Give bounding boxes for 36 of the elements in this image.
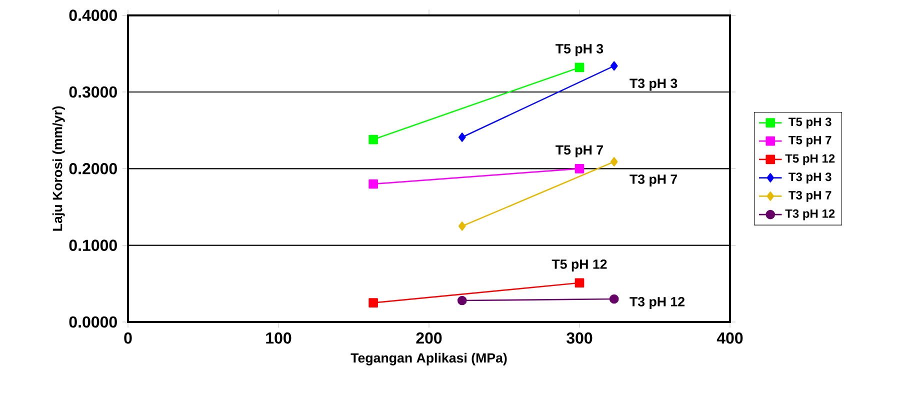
x-tick-label: 100 <box>266 332 292 344</box>
point <box>609 294 619 304</box>
text: T3 pH 12 <box>630 296 685 310</box>
point <box>368 134 378 144</box>
text: T5 pH 7 <box>556 145 603 158</box>
x-tick-label: 300 <box>566 332 592 344</box>
y-tick-label: 0.1000 <box>69 240 117 251</box>
point <box>610 157 618 166</box>
point <box>458 221 466 231</box>
y-tick-label: 0.2000 <box>69 163 117 174</box>
y-tick-label: 0.0000 <box>69 316 117 328</box>
point <box>574 278 584 288</box>
point <box>368 179 378 189</box>
point <box>368 298 378 308</box>
legend-label: T3 pH 3 <box>788 172 832 184</box>
x-tick-label: 0 <box>124 332 132 344</box>
text: T3 pH 7 <box>630 174 678 187</box>
text: T3 pH 3 <box>630 78 678 91</box>
point <box>458 132 466 142</box>
legend-label: T3 pH 12 <box>785 209 835 220</box>
point <box>574 164 584 174</box>
text: T5 pH 12 <box>552 259 607 272</box>
y-tick-label: 0.4000 <box>69 10 117 21</box>
x-axis-title: Tegangan Aplikasi (MPa) <box>350 352 507 366</box>
point <box>457 296 467 306</box>
point <box>574 62 584 72</box>
y-axis-title: Laju Korosi (mm/yr) <box>52 106 65 231</box>
y-tick-label: 0.3000 <box>69 86 117 98</box>
legend-label: T5 pH 7 <box>788 136 832 147</box>
text: T5 pH 3 <box>556 44 604 56</box>
legend-label: T3 pH 7 <box>788 190 832 202</box>
x-tick-label: 200 <box>416 332 442 344</box>
legend-label: T5 pH 3 <box>788 118 832 128</box>
point <box>610 61 618 71</box>
x-tick-label: 400 <box>716 332 743 344</box>
legend-label: T5 pH 12 <box>785 154 835 166</box>
